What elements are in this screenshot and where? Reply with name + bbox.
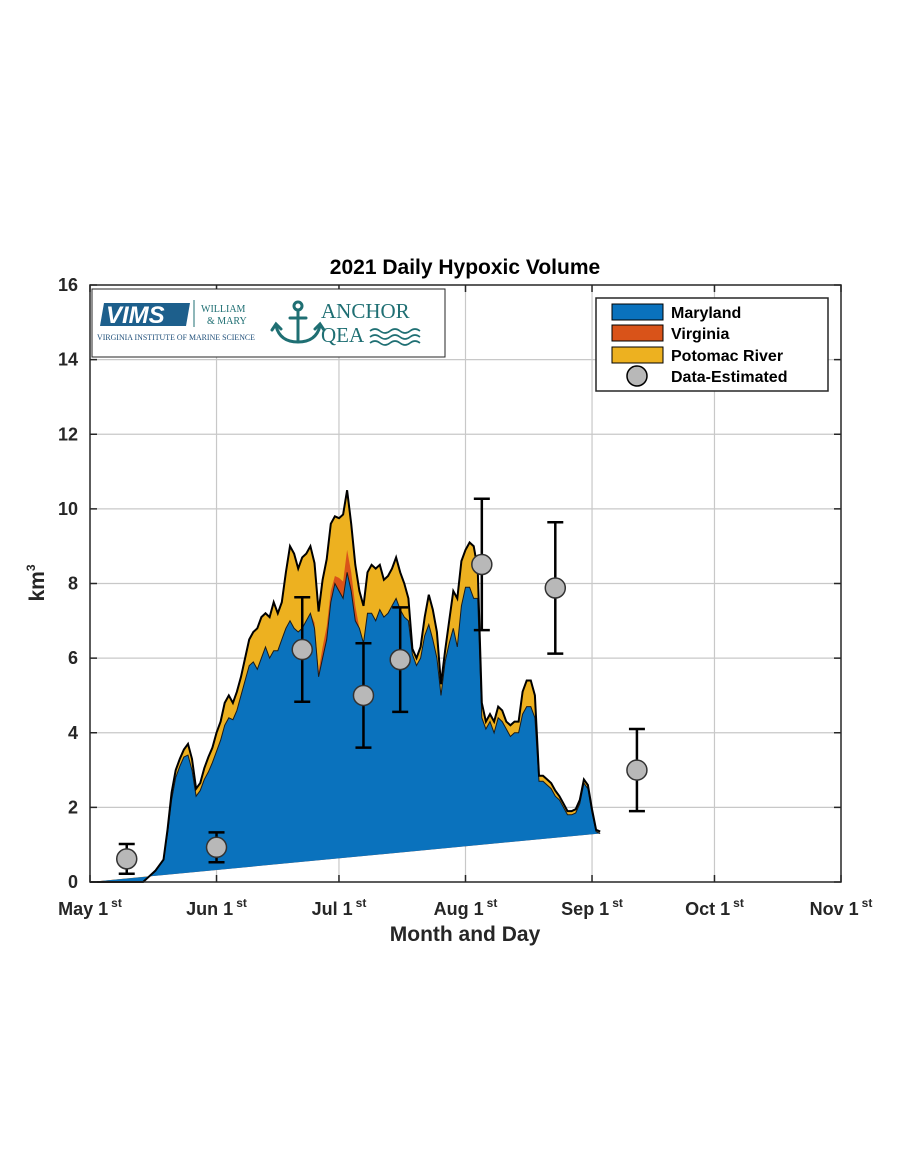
y-tick-label: 4: [68, 723, 78, 743]
svg-text:Data-Estimated: Data-Estimated: [671, 369, 787, 386]
chart-title: 2021 Daily Hypoxic Volume: [330, 256, 600, 279]
y-axis-label-sup: 3: [24, 564, 38, 571]
anchor-icon: [270, 300, 326, 344]
x-axis-label: Month and Day: [390, 923, 541, 946]
legend-item-data-estimated: Data-Estimated: [626, 365, 787, 387]
institute-text: VIRGINIA INSTITUTE OF MARINE SCIENCE: [97, 332, 255, 342]
y-tick-label: 6: [68, 648, 78, 668]
estimated-marker: [389, 648, 411, 671]
and-mary-text: & MARY: [207, 316, 247, 327]
legend-item-virginia: Virginia: [611, 324, 729, 343]
stacked-areas: [90, 490, 601, 883]
legend-item-potomac-river: Potomac River: [611, 346, 783, 365]
legend-item-maryland: Maryland: [611, 303, 741, 322]
estimated-point: [352, 641, 375, 749]
y-tick-label: 12: [58, 424, 78, 444]
estimated-point: [544, 521, 567, 655]
y-tick-label: 8: [68, 574, 78, 594]
estimated-point: [291, 596, 313, 704]
estimated-marker: [471, 553, 493, 576]
qea-text: QEA: [321, 323, 365, 347]
y-tick-label: 2: [68, 797, 78, 817]
logo-box: VIMS WILLIAM & MARY VIRGINIA INSTITUTE O…: [91, 288, 446, 358]
waves-icon: [369, 328, 421, 346]
estimated-marker: [626, 759, 648, 781]
estimated-point: [626, 727, 648, 813]
estimated-point: [205, 831, 228, 864]
estimated-marker: [291, 638, 313, 661]
svg-text:Virginia: Virginia: [671, 326, 729, 343]
y-tick-label: 14: [58, 350, 78, 370]
area-maryland: [90, 572, 601, 882]
svg-text:Maryland: Maryland: [671, 305, 741, 322]
line-maryland-top: [90, 572, 601, 883]
estimated-marker: [115, 848, 138, 870]
y-tick-label: 0: [68, 872, 78, 892]
anchor-text: ANCHOR: [321, 299, 410, 323]
vims-wordmark: VIMS: [106, 302, 165, 329]
estimated-point: [471, 497, 493, 632]
estimated-point: [389, 606, 411, 714]
estimated-points: [115, 497, 648, 876]
anchor-qea-logo: ANCHOR QEA: [270, 299, 421, 347]
y-axis-label: km3: [24, 564, 49, 601]
svg-text:Potomac River: Potomac River: [671, 348, 783, 365]
william-text: WILLIAM: [201, 304, 246, 315]
line-total-top: [90, 490, 601, 883]
y-axis-label-unit: km: [26, 571, 49, 601]
estimated-marker: [544, 577, 567, 599]
y-tick-label: 10: [58, 499, 78, 519]
vims-logo: VIMS WILLIAM & MARY VIRGINIA INSTITUTE O…: [97, 300, 255, 342]
estimated-marker: [352, 684, 375, 707]
estimated-marker: [205, 836, 228, 859]
estimated-point: [115, 842, 138, 876]
legend: Maryland Virginia Potomac River Data-Est…: [595, 297, 829, 392]
y-tick-label: 16: [58, 275, 78, 295]
